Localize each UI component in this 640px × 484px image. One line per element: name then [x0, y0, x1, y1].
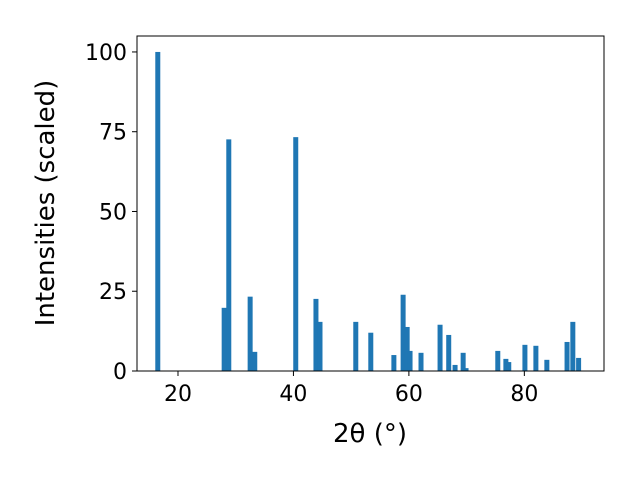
bar — [391, 355, 397, 371]
bar — [353, 321, 359, 371]
bar — [452, 364, 458, 371]
y-tick-label: 100 — [85, 41, 127, 66]
bar — [564, 341, 570, 371]
bar — [293, 137, 299, 371]
bar — [506, 362, 512, 371]
y-tick-label: 0 — [113, 360, 127, 385]
bar — [437, 324, 443, 371]
bar — [313, 298, 319, 371]
x-tick-label: 40 — [279, 382, 307, 407]
bar — [533, 345, 539, 371]
x-tick-label: 60 — [395, 382, 423, 407]
x-axis-label: 2θ (°) — [333, 419, 407, 449]
bar — [576, 357, 582, 371]
bar — [221, 307, 227, 371]
bar — [252, 351, 258, 371]
bar — [317, 321, 323, 371]
bar — [155, 51, 161, 371]
bar — [247, 296, 253, 371]
bar — [446, 334, 452, 371]
y-axis-label: Intensities (scaled) — [31, 80, 61, 327]
x-tick-label: 20 — [164, 382, 192, 407]
bar — [570, 321, 576, 371]
y-tick-label: 50 — [99, 200, 127, 225]
bar — [463, 368, 469, 371]
x-tick-label: 80 — [510, 382, 538, 407]
bar — [400, 294, 406, 371]
bar — [368, 332, 374, 371]
bar — [460, 352, 466, 371]
bar — [407, 350, 413, 371]
bar — [522, 344, 528, 371]
y-tick-label: 25 — [99, 280, 127, 305]
bar — [495, 350, 501, 371]
plot-frame — [136, 35, 605, 372]
bar — [226, 139, 232, 371]
bar — [418, 352, 424, 371]
bar — [404, 326, 410, 371]
bar — [503, 358, 509, 371]
y-tick-label: 75 — [99, 121, 127, 146]
bar — [544, 359, 550, 371]
